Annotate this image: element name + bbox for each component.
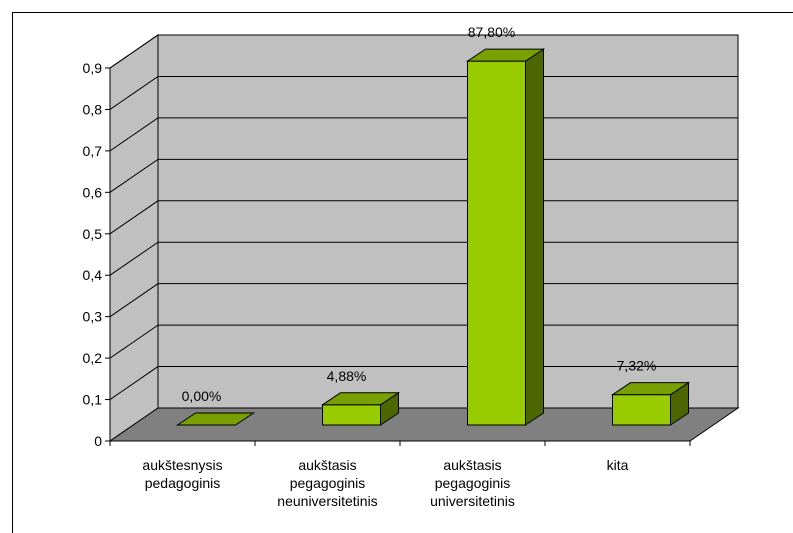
y-tick-label: 0,8 <box>83 101 103 117</box>
bar <box>175 412 256 426</box>
y-tick-label: 0,5 <box>83 226 103 242</box>
category-label: kita <box>607 457 629 473</box>
category-label: neuniversitetinis <box>277 493 377 509</box>
chart-walls <box>108 34 740 442</box>
category-label: universitetinis <box>430 493 515 509</box>
gridline <box>109 324 738 359</box>
y-tick-label: 0,9 <box>83 60 103 76</box>
back-wall <box>157 34 739 409</box>
gridline <box>109 241 738 276</box>
y-tick-label: 0,7 <box>83 143 103 159</box>
gridline <box>109 366 738 400</box>
bar-top <box>610 382 691 396</box>
bar-front <box>467 60 526 426</box>
data-label: 7,32% <box>617 358 657 374</box>
gridline <box>109 283 738 318</box>
data-label: 0,00% <box>182 388 222 404</box>
gridlines <box>109 34 738 400</box>
bar-front <box>612 394 671 426</box>
y-tick-label: 0,2 <box>83 350 103 366</box>
y-tick-label: 0 <box>94 433 102 449</box>
y-tick-label: 0,3 <box>83 309 103 325</box>
category-label: pegagoginis <box>290 475 366 491</box>
gridline <box>109 75 738 110</box>
data-label: 4,88% <box>327 368 367 384</box>
category-labels: aukštesnysis pedagoginis aukštasis pegagogi… <box>142 457 628 509</box>
data-labels: 0,00% 4,88% 87,80% 7,32% <box>182 24 657 404</box>
bar <box>320 391 401 426</box>
y-tick-label: 0,4 <box>83 267 103 283</box>
gridline <box>109 158 738 193</box>
bar-top <box>320 392 401 406</box>
bar-top <box>465 48 546 62</box>
bars <box>175 48 691 426</box>
gridline <box>109 200 738 235</box>
bar <box>465 48 546 426</box>
bar-front <box>322 404 381 426</box>
category-label: aukštesnysis <box>142 457 222 473</box>
bar <box>610 381 691 426</box>
axes <box>105 67 691 446</box>
data-label: 87,80% <box>468 24 515 40</box>
gridline <box>109 117 738 152</box>
y-tick-label: 0,6 <box>83 184 103 200</box>
bar-side <box>525 48 544 426</box>
y-tick-label: 0,1 <box>83 392 103 408</box>
category-label: pedagoginis <box>145 475 221 491</box>
category-label: aukštasis <box>443 457 501 473</box>
category-label: pegagoginis <box>435 475 511 491</box>
gridline <box>109 34 738 69</box>
bar-top <box>175 412 256 426</box>
y-axis-ticks: 0 0,1 0,2 0,3 0,4 0,5 0,6 0,7 0,8 0,9 <box>83 60 103 449</box>
category-label: aukštasis <box>298 457 356 473</box>
side-wall <box>109 34 159 442</box>
